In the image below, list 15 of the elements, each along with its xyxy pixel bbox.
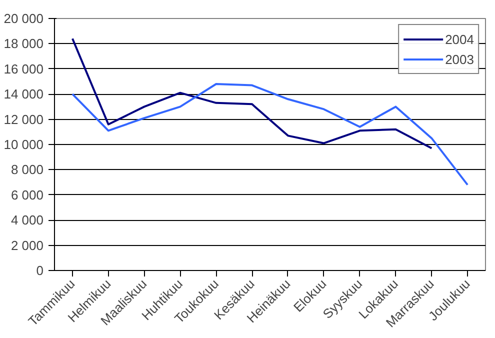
y-tick-label: 8 000 bbox=[10, 162, 44, 178]
y-tick-label: 14 000 bbox=[4, 86, 44, 102]
y-tick-label: 20 000 bbox=[4, 11, 44, 26]
legend-label: 2003 bbox=[445, 52, 474, 66]
y-tick-label: 2 000 bbox=[10, 238, 44, 253]
y-tick-label: 12 000 bbox=[4, 112, 44, 127]
y-tick-label: 18 000 bbox=[4, 36, 44, 52]
y-tick-label: 6 000 bbox=[10, 187, 44, 202]
y-tick-label: 0 bbox=[36, 263, 44, 278]
y-tick-label: 4 000 bbox=[10, 212, 44, 228]
y-tick-label: 16 000 bbox=[4, 61, 44, 76]
line-series bbox=[71, 38, 433, 150]
line-series bbox=[71, 83, 469, 186]
y-tick-label: 10 000 bbox=[4, 137, 44, 152]
legend-label: 2004 bbox=[445, 32, 474, 46]
